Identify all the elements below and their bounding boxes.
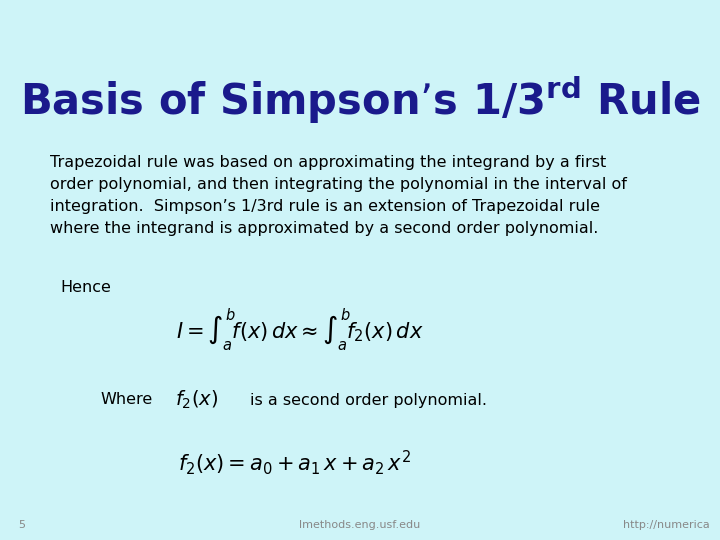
Text: 5: 5 <box>18 520 25 530</box>
Text: Trapezoidal rule was based on approximating the integrand by a first: Trapezoidal rule was based on approximat… <box>50 155 606 170</box>
Text: order polynomial, and then integrating the polynomial in the interval of: order polynomial, and then integrating t… <box>50 177 627 192</box>
Text: Where: Where <box>100 393 152 408</box>
Text: lmethods.eng.usf.edu: lmethods.eng.usf.edu <box>300 520 420 530</box>
Text: integration.  Simpson’s 1/3rd rule is an extension of Trapezoidal rule: integration. Simpson’s 1/3rd rule is an … <box>50 199 600 214</box>
Text: $f_2(x)$: $f_2(x)$ <box>175 389 218 411</box>
Text: Basis of Simpson’s 1/3$^{\bf rd}$ Rule: Basis of Simpson’s 1/3$^{\bf rd}$ Rule <box>19 74 701 126</box>
Text: Hence: Hence <box>60 280 111 295</box>
Text: http://numerica: http://numerica <box>624 520 710 530</box>
Text: is a second order polynomial.: is a second order polynomial. <box>250 393 487 408</box>
Text: $f_2(x) = a_0 + a_1\,x + a_2\,x^2$: $f_2(x) = a_0 + a_1\,x + a_2\,x^2$ <box>179 449 412 477</box>
Text: $I = \int_{a}^{b}\! f(x)\,dx \approx \int_{a}^{b}\! f_2(x)\,dx$: $I = \int_{a}^{b}\! f(x)\,dx \approx \in… <box>176 307 424 353</box>
Text: where the integrand is approximated by a second order polynomial.: where the integrand is approximated by a… <box>50 221 598 236</box>
